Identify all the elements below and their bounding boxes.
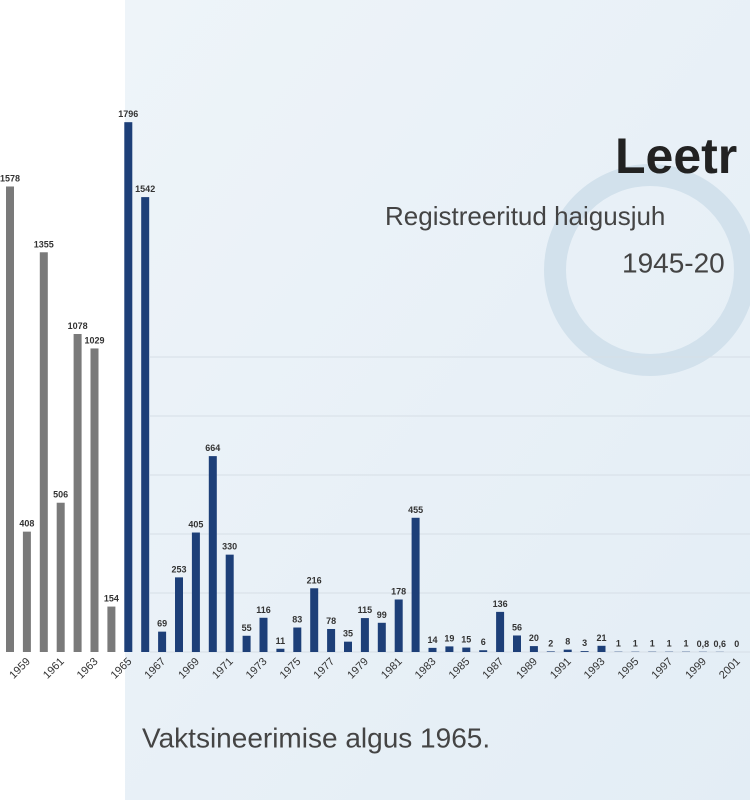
value-label: 506 (53, 490, 68, 500)
value-label: 405 (188, 520, 203, 530)
value-label: 1 (667, 639, 672, 649)
value-label: 1355 (34, 239, 54, 249)
value-label: 1 (683, 639, 688, 649)
value-label: 455 (408, 505, 423, 515)
value-label: 1578 (0, 173, 20, 183)
value-label: 0,8 (697, 639, 710, 649)
value-label: 330 (222, 542, 237, 552)
bar (158, 631, 167, 652)
value-label: 78 (326, 616, 336, 626)
bar (175, 577, 183, 652)
value-label: 19 (444, 633, 454, 643)
bar (6, 186, 14, 653)
value-label: 69 (157, 619, 167, 629)
value-label: 99 (377, 610, 387, 620)
bar (445, 646, 454, 652)
value-label: 11 (276, 636, 286, 646)
value-label: 115 (358, 605, 373, 615)
value-label: 83 (292, 615, 302, 625)
value-label: 55 (242, 623, 252, 633)
bar (56, 502, 65, 652)
bar (276, 648, 285, 652)
bar (428, 647, 437, 652)
value-label: 154 (104, 594, 119, 604)
value-label: 1 (616, 639, 621, 649)
bar (90, 348, 99, 652)
chart-subtitle: Registreeritud haigusjuh (385, 201, 665, 231)
decoration (544, 164, 750, 376)
value-label: 116 (256, 605, 271, 615)
value-label: 20 (529, 633, 539, 643)
value-label: 216 (307, 575, 322, 585)
value-label: 1796 (118, 109, 138, 119)
value-label: 136 (493, 599, 508, 609)
value-label: 1542 (135, 184, 155, 194)
bar (529, 646, 538, 652)
bar (327, 628, 336, 652)
bar (225, 554, 234, 652)
background-panel (125, 0, 750, 800)
bar (563, 649, 572, 652)
value-label: 1 (650, 639, 655, 649)
value-label: 0 (734, 639, 739, 649)
chart-title: Leetr (615, 128, 737, 184)
bar (496, 611, 505, 652)
bar (73, 333, 82, 652)
bar (479, 650, 488, 652)
value-label: 253 (171, 564, 186, 574)
bar (580, 651, 589, 652)
chart-note: Vaktsineerimise algus 1965. (142, 722, 490, 753)
value-label: 664 (205, 443, 220, 453)
chart-period: 1945-20 (622, 247, 725, 278)
bar (411, 517, 420, 652)
bar (597, 645, 606, 652)
bar (107, 606, 116, 652)
bar (546, 651, 555, 652)
value-label: 6 (481, 637, 486, 647)
bar (293, 627, 302, 652)
bar (191, 532, 200, 652)
value-label: 3 (582, 638, 587, 648)
bar (394, 599, 403, 652)
value-label: 408 (19, 519, 34, 529)
bar (242, 635, 251, 652)
bar (141, 197, 150, 653)
value-label: 21 (596, 633, 606, 643)
bar (462, 647, 471, 652)
bar (259, 617, 268, 652)
value-label: 0,6 (714, 639, 727, 649)
bar (360, 618, 369, 652)
bar (39, 252, 48, 652)
value-label: 178 (391, 586, 406, 596)
value-label: 15 (461, 635, 471, 645)
value-label: 1029 (84, 335, 104, 345)
value-label: 35 (343, 629, 353, 639)
value-label: 2 (548, 638, 553, 648)
bar (310, 588, 319, 652)
bar (377, 622, 386, 652)
bar (22, 531, 31, 652)
value-label: 1078 (68, 321, 88, 331)
bar (124, 122, 133, 653)
value-label: 14 (427, 635, 437, 645)
value-label: 1 (633, 639, 638, 649)
bar (513, 635, 521, 652)
bar (344, 641, 352, 652)
bar (208, 456, 217, 652)
value-label: 56 (512, 622, 522, 632)
value-label: 8 (565, 637, 570, 647)
